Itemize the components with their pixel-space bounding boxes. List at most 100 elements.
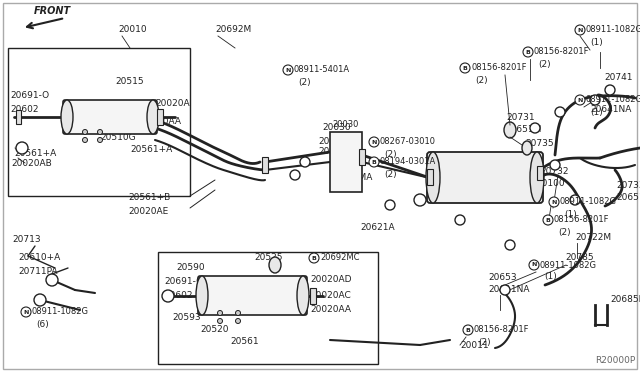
Bar [158, 252, 378, 364]
Text: 20525: 20525 [254, 253, 282, 263]
Circle shape [16, 142, 28, 154]
Circle shape [83, 138, 88, 142]
Ellipse shape [147, 100, 159, 134]
Bar [359, 149, 365, 165]
Ellipse shape [61, 100, 73, 134]
Circle shape [575, 25, 585, 35]
Circle shape [550, 160, 560, 170]
Text: 20030: 20030 [333, 120, 359, 129]
Text: 20602: 20602 [10, 106, 38, 115]
Ellipse shape [530, 152, 544, 203]
Text: 20785: 20785 [565, 253, 594, 263]
Text: 20692MC: 20692MC [320, 253, 360, 263]
Text: 20100: 20100 [536, 180, 564, 189]
Circle shape [529, 260, 539, 270]
Text: 08156-8201F: 08156-8201F [554, 215, 609, 224]
Text: 20510G: 20510G [100, 134, 136, 142]
Text: 20593: 20593 [172, 314, 200, 323]
Circle shape [605, 85, 615, 95]
Text: (2): (2) [475, 76, 488, 84]
FancyBboxPatch shape [198, 276, 307, 315]
Text: 08911-1082G: 08911-1082G [540, 260, 597, 269]
Text: 20651MA: 20651MA [616, 193, 640, 202]
Text: B: B [545, 218, 550, 222]
Text: 20685E: 20685E [610, 295, 640, 305]
Text: 20520: 20520 [200, 326, 228, 334]
Circle shape [162, 290, 174, 302]
Bar [157, 109, 163, 125]
Ellipse shape [426, 152, 440, 203]
Circle shape [549, 197, 559, 207]
Circle shape [236, 318, 241, 324]
Circle shape [575, 95, 585, 105]
Circle shape [283, 65, 293, 75]
Text: 08911-1082G: 08911-1082G [560, 198, 617, 206]
Text: N: N [23, 310, 29, 314]
Text: 20691-O: 20691-O [164, 278, 203, 286]
Text: 20692MA: 20692MA [330, 173, 372, 183]
Text: 20733: 20733 [616, 180, 640, 189]
Text: N: N [285, 67, 291, 73]
Text: 20741: 20741 [604, 74, 632, 83]
Text: B: B [372, 160, 376, 164]
Bar [8, 48, 190, 196]
Circle shape [97, 138, 102, 142]
Text: 20020AA: 20020AA [140, 118, 181, 126]
Text: 08911-1082G: 08911-1082G [586, 96, 640, 105]
Circle shape [218, 318, 223, 324]
FancyBboxPatch shape [63, 100, 157, 134]
Text: 08911-1082G: 08911-1082G [586, 26, 640, 35]
Ellipse shape [522, 141, 532, 155]
Text: 20651M: 20651M [505, 125, 541, 135]
Text: 20713: 20713 [12, 235, 40, 244]
Text: 20020A: 20020A [155, 99, 189, 109]
Circle shape [414, 194, 426, 206]
Circle shape [543, 215, 553, 225]
Text: 20641NA: 20641NA [590, 106, 632, 115]
Text: (2): (2) [384, 150, 397, 158]
Text: (2): (2) [298, 77, 310, 87]
Bar [15, 110, 20, 124]
Circle shape [505, 240, 515, 250]
Circle shape [300, 157, 310, 167]
Text: R20000P: R20000P [595, 356, 635, 365]
Text: 20590: 20590 [176, 263, 205, 273]
Text: B: B [465, 327, 470, 333]
Circle shape [460, 63, 470, 73]
Circle shape [369, 137, 379, 147]
Text: (1): (1) [590, 108, 603, 116]
Text: 08267-03010: 08267-03010 [380, 138, 436, 147]
Text: 20561+B: 20561+B [128, 193, 170, 202]
Text: 20561: 20561 [230, 337, 259, 346]
Text: 20692M: 20692M [215, 26, 252, 35]
Ellipse shape [269, 257, 281, 273]
Text: 08156-8201F: 08156-8201F [534, 48, 589, 57]
Text: 20030: 20030 [322, 124, 351, 132]
Bar [330, 132, 362, 192]
Text: 20732: 20732 [540, 167, 568, 176]
Text: 20020AD: 20020AD [310, 276, 351, 285]
Text: (2): (2) [558, 228, 571, 237]
Circle shape [46, 274, 58, 286]
Text: 20535: 20535 [318, 138, 347, 147]
Text: 20011: 20011 [460, 340, 488, 350]
Ellipse shape [196, 276, 208, 315]
Text: 20561+A: 20561+A [14, 148, 56, 157]
Text: 20611NA: 20611NA [488, 285, 529, 295]
Text: FRONT: FRONT [33, 6, 70, 16]
Text: B: B [463, 65, 467, 71]
Ellipse shape [504, 122, 516, 138]
Text: N: N [551, 199, 557, 205]
Ellipse shape [297, 276, 309, 315]
Text: N: N [371, 140, 377, 144]
Text: 20602: 20602 [164, 292, 193, 301]
Text: 20010: 20010 [118, 26, 147, 35]
Text: (1): (1) [544, 273, 557, 282]
Circle shape [83, 129, 88, 135]
Circle shape [236, 311, 241, 315]
Circle shape [523, 47, 533, 57]
Circle shape [290, 170, 300, 180]
Text: 08194-0301A: 08194-0301A [380, 157, 436, 167]
Text: 20020AB: 20020AB [11, 158, 52, 167]
Text: 20722M: 20722M [575, 234, 611, 243]
